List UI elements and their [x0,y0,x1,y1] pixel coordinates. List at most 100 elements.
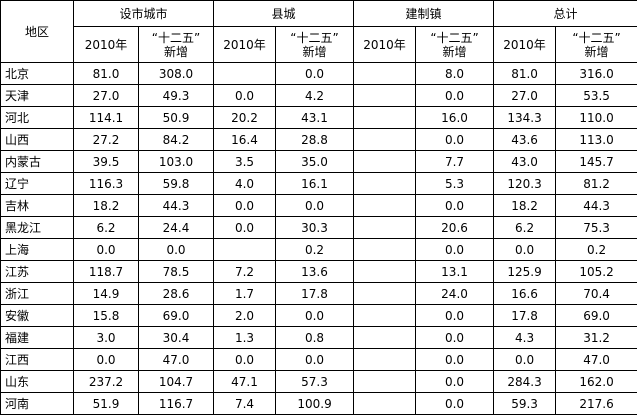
value-cell: 308.0 [137,62,215,85]
value-cell: 0.0 [415,194,495,217]
value-cell: 100.9 [275,392,355,415]
value-cell: 30.3 [275,216,355,239]
value-cell: 17.8 [275,282,355,305]
value-cell: 14.9 [73,282,139,305]
value-cell: 0.2 [275,238,355,261]
value-cell: 28.6 [137,282,215,305]
region-cell: 北京 [0,62,74,85]
value-cell: 70.4 [555,282,637,305]
value-cell: 44.3 [137,194,215,217]
value-cell: 0.0 [275,348,355,371]
value-cell: 5.3 [415,172,495,195]
header-text: “十二五” [151,30,201,45]
value-cell: 134.3 [493,106,557,129]
value-cell [353,128,417,151]
value-cell: 53.5 [555,84,637,107]
value-cell [353,392,417,415]
header-row: 地区 设市城市 县城 建制镇 总计 [0,0,637,63]
value-cell: 59.3 [493,392,557,415]
value-cell: 6.2 [493,216,557,239]
value-cell [353,216,417,239]
value-cell: 316.0 [555,62,637,85]
value-cell: 6.2 [73,216,139,239]
value-cell: 69.0 [555,304,637,327]
value-cell: 0.0 [415,84,495,107]
value-cell: 59.8 [137,172,215,195]
value-cell: 1.3 [213,326,277,349]
value-cell [353,282,417,305]
value-cell: 24.4 [137,216,215,239]
value-cell: 145.7 [555,150,637,173]
value-cell: 2.0 [213,304,277,327]
value-cell: 35.0 [275,150,355,173]
value-cell: 28.8 [275,128,355,151]
value-cell: 20.6 [415,216,495,239]
header-text: 2010年 [503,37,546,52]
value-cell: 113.0 [555,128,637,151]
value-cell: 3.0 [73,326,139,349]
sub-header: 2010年 [213,26,277,63]
table-row: 福建 3.0 30.4 1.3 0.8 0.0 4.3 31.2 [0,326,637,349]
value-cell [353,326,417,349]
value-cell: 0.0 [415,392,495,415]
value-cell: 0.0 [275,304,355,327]
table-row: 江西 0.0 47.0 0.0 0.0 0.0 0.0 47.0 [0,348,637,371]
value-cell: 4.0 [213,172,277,195]
value-cell: 103.0 [137,150,215,173]
value-cell: 16.6 [493,282,557,305]
value-cell: 104.7 [137,370,215,393]
value-cell: 1.7 [213,282,277,305]
value-cell: 3.5 [213,150,277,173]
sub-header: “十二五” 新增 [555,26,637,63]
value-cell: 0.8 [275,326,355,349]
group-header: 设市城市 [72,0,215,27]
table-row: 河北 114.1 50.9 20.2 43.1 16.0 134.3 110.0 [0,106,637,129]
value-cell: 7.7 [415,150,495,173]
value-cell [353,172,417,195]
header-text: 建制镇 [405,6,442,21]
value-cell: 27.0 [493,84,557,107]
value-cell: 110.0 [555,106,637,129]
table-row: 天津 27.0 49.3 0.0 4.2 0.0 27.0 53.5 [0,84,637,107]
value-cell: 81.0 [73,62,139,85]
value-cell [353,370,417,393]
value-cell: 0.0 [493,238,557,261]
region-cell: 安徽 [0,304,74,327]
header-text: 2010年 [363,37,406,52]
value-cell: 69.0 [137,304,215,327]
value-cell [353,150,417,173]
value-cell: 7.4 [213,392,277,415]
header-row: 2010年 “十二五” 新增 2010年 “十二五” 新增 2010年 “十二五” 新增 2010… [1,26,637,63]
value-cell: 0.0 [213,84,277,107]
value-cell: 31.2 [555,326,637,349]
value-cell: 47.1 [213,370,277,393]
value-cell: 50.9 [137,106,215,129]
header-text: 新增 [584,44,609,59]
value-cell [353,260,417,283]
value-cell: 16.4 [213,128,277,151]
sub-header: “十二五” 新增 [415,26,495,63]
value-cell: 78.5 [137,260,215,283]
value-cell: 237.2 [73,370,139,393]
table-row: 辽宁 116.3 59.8 4.0 16.1 5.3 120.3 81.2 [0,172,637,195]
value-cell [353,62,417,85]
header-cell: 地区 [0,0,74,63]
value-cell: 0.0 [73,238,139,261]
value-cell: 0.0 [415,326,495,349]
value-cell: 0.0 [73,348,139,371]
table-row: 山西 27.2 84.2 16.4 28.8 0.0 43.6 113.0 [0,128,637,151]
table-row: 上海 0.0 0.0 0.2 0.0 0.0 0.2 [0,238,637,261]
value-cell: 4.3 [493,326,557,349]
region-cell: 山东 [0,370,74,393]
value-cell: 27.2 [73,128,139,151]
value-cell: 0.0 [213,216,277,239]
sub-header: “十二五” 新增 [275,26,355,63]
value-cell [213,238,277,261]
value-cell: 16.0 [415,106,495,129]
table-row: 河南 51.9 116.7 7.4 100.9 0.0 59.3 217.6 [0,392,637,415]
value-cell [213,62,277,85]
value-cell: 27.0 [73,84,139,107]
group-header: 县城 [213,0,355,27]
value-cell: 47.0 [555,348,637,371]
value-cell [353,106,417,129]
